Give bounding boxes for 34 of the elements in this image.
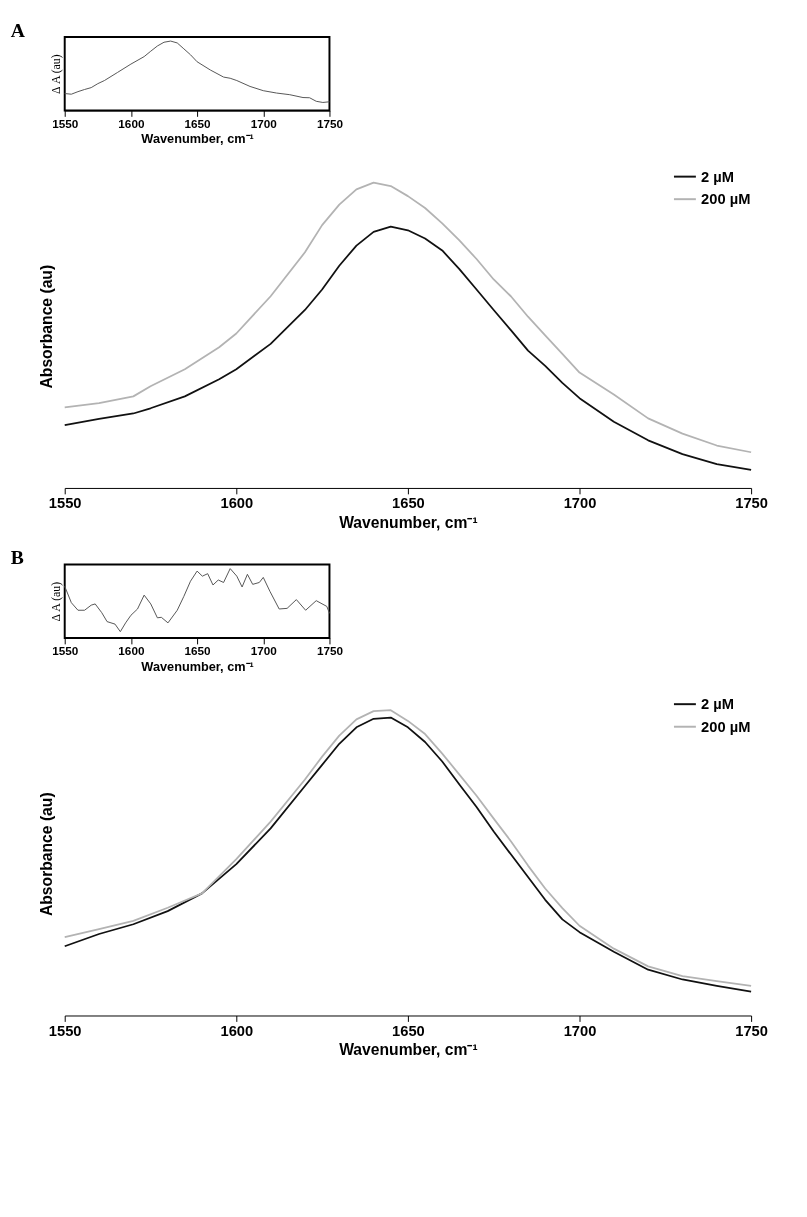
y-axis-title: Absorbance (au): [38, 792, 56, 917]
x-axis-title: Wavenumber, cm⁻¹: [141, 131, 254, 147]
x-tick-label: 1700: [250, 116, 278, 130]
legend-label: 2 µM: [701, 168, 735, 185]
x-tick-label: 1650: [184, 116, 212, 130]
y-axis-title: Δ A (au): [50, 54, 64, 94]
x-tick-label: 1650: [392, 1022, 425, 1039]
legend-label: 2 µM: [701, 696, 735, 713]
x-tick-label: 1700: [563, 1022, 597, 1039]
x-tick-label: 1550: [48, 495, 82, 512]
x-tick-label: 1600: [118, 116, 145, 130]
x-tick-label: 1600: [220, 495, 254, 512]
chart-title: A: [10, 19, 26, 41]
x-tick-label: 1550: [52, 116, 79, 130]
y-axis-title: Absorbance (au): [38, 264, 56, 389]
x-tick-label: 1750: [316, 644, 344, 658]
x-tick-label: 1750: [735, 495, 768, 512]
x-tick-label: 1650: [392, 495, 425, 512]
x-tick-label: 1550: [52, 644, 79, 658]
x-tick-label: 1650: [184, 644, 212, 658]
y-axis-title: Δ A (au): [50, 581, 64, 622]
legend-label: 200 µM: [701, 191, 751, 208]
x-tick-label: 1600: [118, 644, 145, 658]
x-tick-label: 1600: [220, 1022, 254, 1039]
chart-title: B: [10, 547, 24, 569]
x-tick-label: 1750: [735, 1022, 768, 1039]
x-tick-label: 1700: [250, 644, 278, 658]
x-tick-label: 1550: [48, 1022, 82, 1039]
x-tick-label: 1750: [316, 116, 344, 130]
legend-label: 200 µM: [701, 718, 751, 735]
x-axis-title: Wavenumber, cm⁻¹: [339, 1041, 478, 1059]
x-axis-title: Wavenumber, cm⁻¹: [339, 513, 478, 531]
x-tick-label: 1700: [563, 495, 597, 512]
x-axis-title: Wavenumber, cm⁻¹: [141, 658, 254, 674]
